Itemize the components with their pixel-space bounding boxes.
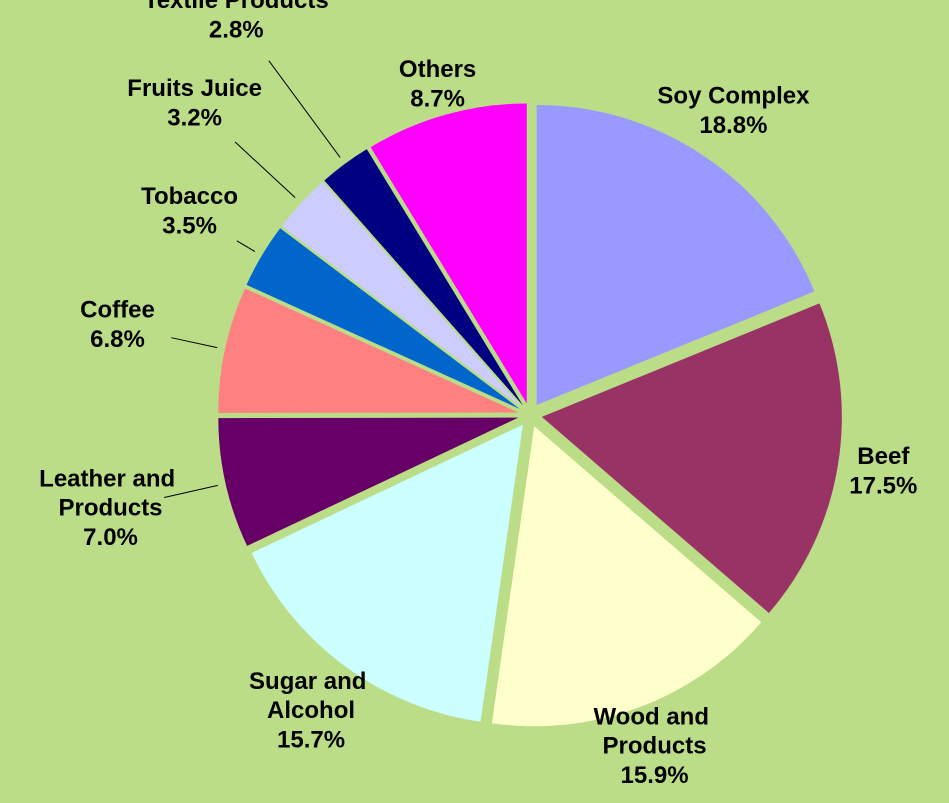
category-label: Sugar and Alcohol <box>249 668 373 724</box>
category-label-line: Beef <box>857 444 910 471</box>
pie-slice <box>218 417 519 546</box>
leader-line <box>171 337 218 349</box>
value-label: 7.0% <box>83 524 138 551</box>
category-label-line: Soy Complex <box>657 83 810 110</box>
category-label: Wood and Products <box>593 704 715 760</box>
value-label: 3.5% <box>162 213 217 240</box>
category-label: Coffee <box>80 297 155 324</box>
value-label: 3.2% <box>167 104 222 131</box>
value-label: 8.7% <box>410 86 465 113</box>
leader-line <box>268 60 341 158</box>
category-label: Tobacco <box>141 184 238 211</box>
value-label: 17.5% <box>849 473 917 500</box>
category-label-line: Coffee <box>80 297 155 324</box>
pie-slice <box>281 181 522 407</box>
value-label: 6.8% <box>90 326 145 353</box>
category-label-line: Fruits Juice <box>127 75 262 102</box>
category-label-line: Alcohol <box>267 697 355 724</box>
value-label: 18.8% <box>699 112 767 139</box>
pie-slice <box>541 303 842 614</box>
pie-slice <box>491 426 762 727</box>
category-label: Leather and Products <box>39 466 182 522</box>
leader-line <box>234 141 296 198</box>
category-label: Beef <box>857 444 910 471</box>
leader-line <box>164 484 218 498</box>
value-label: 2.8% <box>209 16 264 43</box>
category-label: Fruits Juice <box>127 75 262 102</box>
leader-line <box>236 240 256 252</box>
pie-slice <box>251 424 523 722</box>
pie-slice <box>536 105 815 406</box>
value-label: 15.9% <box>621 762 689 789</box>
category-label-line: Wood and <box>593 704 715 731</box>
category-label-line: Others <box>399 57 476 84</box>
category-label: Soy Complex <box>657 83 810 110</box>
category-label-line: Products <box>603 733 707 760</box>
category-label-line: Textile Products <box>144 0 329 14</box>
value-label: 15.7% <box>277 726 345 753</box>
category-label: Others <box>399 57 476 84</box>
category-label: Textile Products <box>144 0 329 14</box>
category-label-line: Sugar and <box>249 668 373 695</box>
pie-slice <box>370 103 527 404</box>
pie-slice <box>324 149 523 406</box>
category-label-line: Leather and <box>39 466 182 493</box>
category-label-line: Tobacco <box>141 184 238 211</box>
pie-slice <box>246 228 520 409</box>
category-label-line: Products <box>59 495 163 522</box>
pie-slice <box>218 288 519 413</box>
